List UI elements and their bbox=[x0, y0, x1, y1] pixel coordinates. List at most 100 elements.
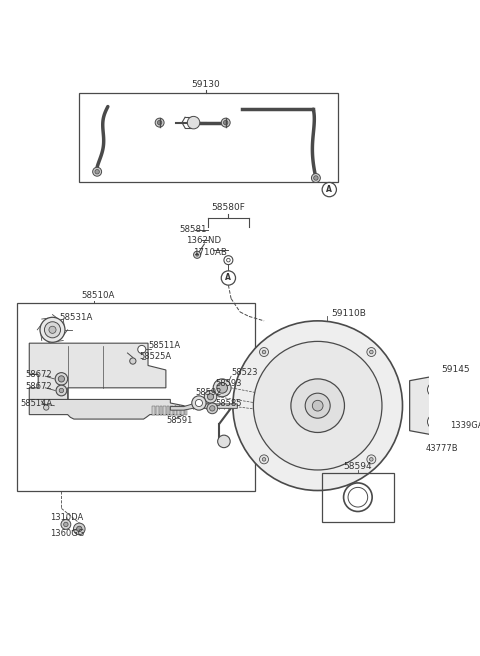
Circle shape bbox=[253, 341, 382, 470]
Bar bbox=[153, 405, 155, 415]
Circle shape bbox=[322, 182, 336, 197]
Text: 58672: 58672 bbox=[26, 382, 52, 390]
Polygon shape bbox=[29, 343, 166, 401]
Circle shape bbox=[157, 121, 162, 125]
Polygon shape bbox=[409, 375, 444, 437]
Circle shape bbox=[260, 348, 268, 356]
Circle shape bbox=[344, 483, 372, 512]
Circle shape bbox=[49, 326, 56, 333]
Circle shape bbox=[59, 388, 64, 393]
Bar bbox=[160, 405, 162, 415]
Text: 58591: 58591 bbox=[166, 417, 192, 425]
Circle shape bbox=[428, 382, 442, 397]
Circle shape bbox=[61, 520, 71, 529]
Circle shape bbox=[55, 373, 68, 385]
Circle shape bbox=[221, 118, 230, 127]
Text: 58514A: 58514A bbox=[20, 398, 52, 407]
Circle shape bbox=[95, 169, 99, 174]
Circle shape bbox=[77, 526, 82, 531]
Circle shape bbox=[367, 348, 376, 356]
Circle shape bbox=[370, 458, 373, 461]
Text: 1360GG: 1360GG bbox=[50, 529, 84, 538]
Text: 59110B: 59110B bbox=[331, 309, 366, 318]
Text: 58523: 58523 bbox=[231, 368, 258, 377]
Text: 58594: 58594 bbox=[344, 462, 372, 471]
Circle shape bbox=[348, 487, 368, 507]
Circle shape bbox=[138, 346, 146, 354]
Circle shape bbox=[312, 174, 320, 182]
Circle shape bbox=[40, 318, 65, 342]
Bar bbox=[178, 405, 180, 415]
Circle shape bbox=[262, 458, 266, 461]
Circle shape bbox=[367, 455, 376, 464]
Text: 43777B: 43777B bbox=[426, 444, 458, 453]
Text: A: A bbox=[326, 185, 332, 194]
Circle shape bbox=[451, 407, 458, 414]
Polygon shape bbox=[29, 400, 184, 419]
Bar bbox=[174, 405, 177, 415]
Text: 58531A: 58531A bbox=[60, 313, 93, 322]
Text: 58580F: 58580F bbox=[212, 203, 245, 212]
Text: 58525A: 58525A bbox=[139, 352, 171, 361]
Circle shape bbox=[262, 350, 266, 354]
Circle shape bbox=[44, 405, 49, 410]
Bar bbox=[322, 473, 394, 522]
Bar bbox=[163, 405, 166, 415]
Text: 58593: 58593 bbox=[215, 379, 241, 388]
Circle shape bbox=[233, 321, 403, 491]
Text: 58510A: 58510A bbox=[81, 291, 114, 300]
Circle shape bbox=[56, 385, 67, 396]
Text: 1362ND: 1362ND bbox=[186, 236, 221, 245]
Text: A: A bbox=[226, 274, 231, 283]
Text: 59130: 59130 bbox=[192, 80, 220, 89]
Text: 58511A: 58511A bbox=[148, 341, 180, 350]
Circle shape bbox=[93, 167, 102, 176]
Circle shape bbox=[291, 379, 345, 432]
Circle shape bbox=[204, 390, 217, 403]
Bar bbox=[181, 405, 184, 415]
Text: 58581: 58581 bbox=[179, 225, 207, 234]
Circle shape bbox=[260, 455, 268, 464]
Bar bbox=[17, 303, 255, 491]
Bar bbox=[167, 405, 169, 415]
Bar bbox=[156, 405, 159, 415]
Bar bbox=[185, 405, 187, 415]
Circle shape bbox=[224, 256, 233, 264]
Text: 1339GA: 1339GA bbox=[450, 421, 480, 430]
Circle shape bbox=[73, 523, 85, 535]
Text: 58585: 58585 bbox=[215, 400, 241, 409]
Text: 1310DA: 1310DA bbox=[50, 513, 83, 522]
Circle shape bbox=[130, 358, 136, 364]
Circle shape bbox=[217, 382, 228, 393]
Circle shape bbox=[207, 394, 214, 400]
Circle shape bbox=[370, 350, 373, 354]
Circle shape bbox=[431, 418, 438, 425]
Circle shape bbox=[227, 258, 230, 262]
Circle shape bbox=[210, 405, 215, 411]
Circle shape bbox=[305, 393, 330, 418]
Circle shape bbox=[196, 253, 198, 256]
Circle shape bbox=[193, 251, 201, 258]
Circle shape bbox=[217, 435, 230, 447]
Bar bbox=[79, 93, 338, 182]
Polygon shape bbox=[170, 404, 237, 410]
Circle shape bbox=[313, 176, 318, 180]
Circle shape bbox=[431, 386, 438, 393]
Circle shape bbox=[312, 400, 323, 411]
Circle shape bbox=[207, 403, 217, 414]
Circle shape bbox=[155, 118, 164, 127]
Text: 58672: 58672 bbox=[26, 370, 52, 379]
Circle shape bbox=[45, 321, 60, 338]
Text: 58592: 58592 bbox=[195, 388, 222, 397]
Circle shape bbox=[64, 522, 68, 527]
Circle shape bbox=[428, 415, 442, 429]
Text: 1710AB: 1710AB bbox=[192, 247, 227, 256]
Circle shape bbox=[224, 121, 228, 125]
Text: 59145: 59145 bbox=[441, 365, 469, 375]
Bar bbox=[170, 405, 173, 415]
Circle shape bbox=[221, 271, 236, 285]
Circle shape bbox=[195, 400, 203, 407]
Circle shape bbox=[58, 376, 64, 382]
Circle shape bbox=[187, 116, 200, 129]
Circle shape bbox=[213, 379, 231, 397]
